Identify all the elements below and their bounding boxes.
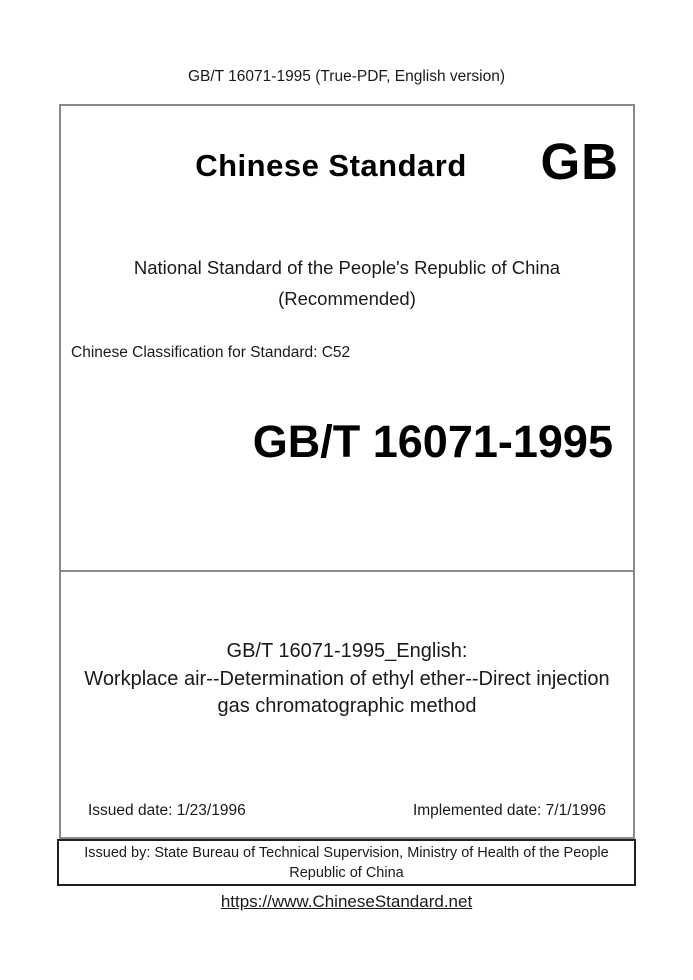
document-title-line-3: gas chromatographic method (217, 695, 477, 717)
section-divider (59, 570, 635, 572)
classification-line: Chinese Classification for Standard: C52 (71, 344, 351, 361)
website-link[interactable]: https://www.ChineseStandard.net (220, 892, 473, 911)
implemented-date: Implemented date: 7/1/1996 (412, 802, 606, 819)
document-title-line-1: GB/T 16071-1995_English: (226, 640, 468, 662)
brand-title: Chinese Standard (195, 148, 467, 183)
recommended-line: (Recommended) (278, 288, 416, 309)
footer: https://www.ChineseStandard.net (0, 892, 693, 912)
issued-by-line-1: Issued by: State Bureau of Technical Sup… (84, 844, 609, 861)
issued-by-line-2: Republic of China (289, 864, 404, 881)
document-title-line-2: Workplace air--Determination of ethyl et… (84, 667, 610, 690)
cover-main-box: Chinese Standard GB National Standard of… (59, 104, 635, 839)
document-title-block: GB/T 16071-1995_English: Workplace air--… (61, 638, 633, 721)
issued-date: Issued date: 1/23/1996 (88, 802, 246, 819)
page-header-title: GB/T 16071-1995 (True-PDF, English versi… (187, 68, 506, 85)
issued-by-box: Issued by: State Bureau of Technical Sup… (57, 839, 636, 886)
national-standard-block: National Standard of the People's Republ… (61, 252, 633, 314)
gb-logo: GB (540, 133, 619, 190)
national-standard-line: National Standard of the People's Republ… (133, 257, 561, 278)
standard-number: GB/T 16071-1995 (252, 416, 613, 467)
dates-row: Issued date: 1/23/1996 Implemented date:… (61, 802, 633, 820)
